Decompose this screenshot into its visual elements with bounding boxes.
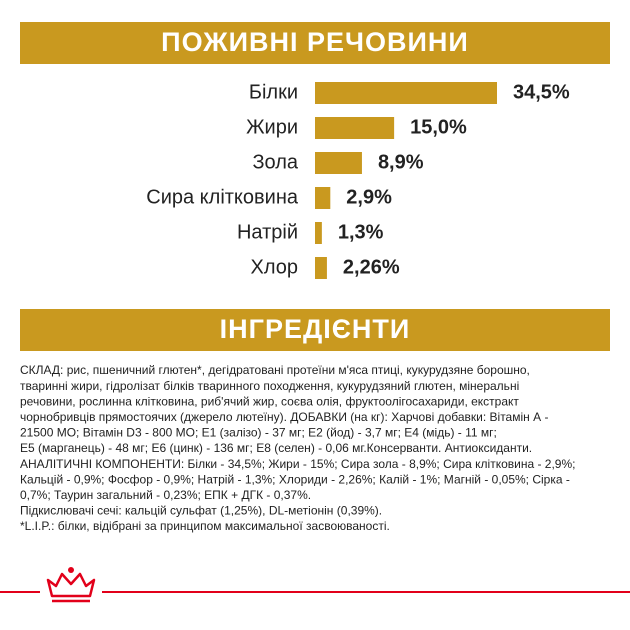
ingredients-title: ІНГРЕДІЄНТИ [220,314,411,344]
ingredient-line: СКЛАД: рис, пшеничний глютен*, дегідрато… [20,363,530,377]
ingredient-line: *L.I.P.: білки, відібрані за принципом м… [20,519,390,533]
ingredient-line: тваринні жири, гідролізат білків тваринн… [20,379,519,393]
bar [315,82,497,104]
bar [315,187,331,209]
logo [0,567,630,603]
value-label: 15,0% [410,116,467,138]
value-label: 34,5% [513,81,570,103]
title-band [20,22,610,64]
category-label: Зола [252,151,298,173]
category-label: Сира клітковина [146,186,299,208]
bar [315,117,395,139]
bar [315,152,362,174]
bar [315,257,327,279]
value-label: 8,9% [378,151,424,173]
ingredient-line: чорнобривців прямостоячих (джерело лютеї… [20,410,548,424]
ingredient-line: речовини, рослинна клітковина, риб'ячий … [20,394,519,408]
ingredient-line: 21500 МО; Вітамін D3 - 800 МО; E1 (заліз… [20,426,497,440]
value-label: 2,26% [343,256,400,278]
bar [315,222,322,244]
category-label: Хлор [251,256,298,278]
category-label: Жири [246,116,298,138]
ingredient-line: 0,7%; Таурин загальний - 0,23%; ЕПК + ДГ… [20,488,311,502]
ingredient-line: АНАЛІТИЧНІ КОМПОНЕНТИ: Білки - 34,5%; Жи… [20,457,575,471]
ingredients-band [20,309,610,351]
category-label: Білки [249,81,298,103]
ingredient-line: Підкислювачі сечі: кальцій сульфат (1,25… [20,504,382,518]
ingredient-line: E5 (марганець) - 48 мг; E6 (цинк) - 136 … [20,441,532,455]
chart-title: ПОЖИВНІ РЕЧОВИНИ [161,27,469,57]
value-label: 1,3% [338,221,384,243]
value-label: 2,9% [346,186,392,208]
ingredient-line: Кальцій - 0,9%; Фосфор - 0,9%; Натрій - … [20,472,570,486]
category-label: Натрій [237,221,298,243]
